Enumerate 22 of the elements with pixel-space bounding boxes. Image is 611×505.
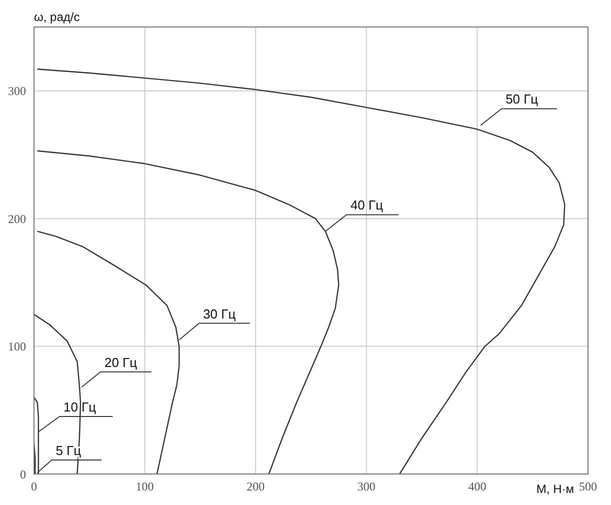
line-series	[36, 68, 566, 474]
line-series	[36, 150, 340, 474]
y-tick-label: 300	[8, 84, 26, 98]
y-tick-label: 100	[8, 340, 26, 354]
y-tick-label: 200	[8, 212, 26, 226]
x-tick-label: 200	[246, 480, 265, 494]
y-tick-label: 0	[20, 467, 26, 482]
x-tick-label: 500	[579, 480, 597, 494]
x-tick-label: 300	[357, 480, 376, 494]
x-axis-title: M, Н·м	[536, 482, 574, 496]
text: 30 Гц	[203, 306, 236, 322]
x-tick-label: 400	[468, 480, 486, 494]
x-tick-label: 0	[31, 480, 37, 494]
text: 20 Гц	[104, 354, 138, 370]
text: 40 Гц	[350, 198, 384, 213]
line-series	[34, 314, 82, 474]
x-tick-label: 100	[136, 480, 154, 494]
line-series	[36, 230, 180, 474]
series-label: 10 Гц	[63, 400, 97, 415]
y-axis-title: ω, рад/с	[34, 10, 80, 24]
text: 50 Гц	[506, 92, 539, 107]
line-series	[34, 396, 40, 474]
